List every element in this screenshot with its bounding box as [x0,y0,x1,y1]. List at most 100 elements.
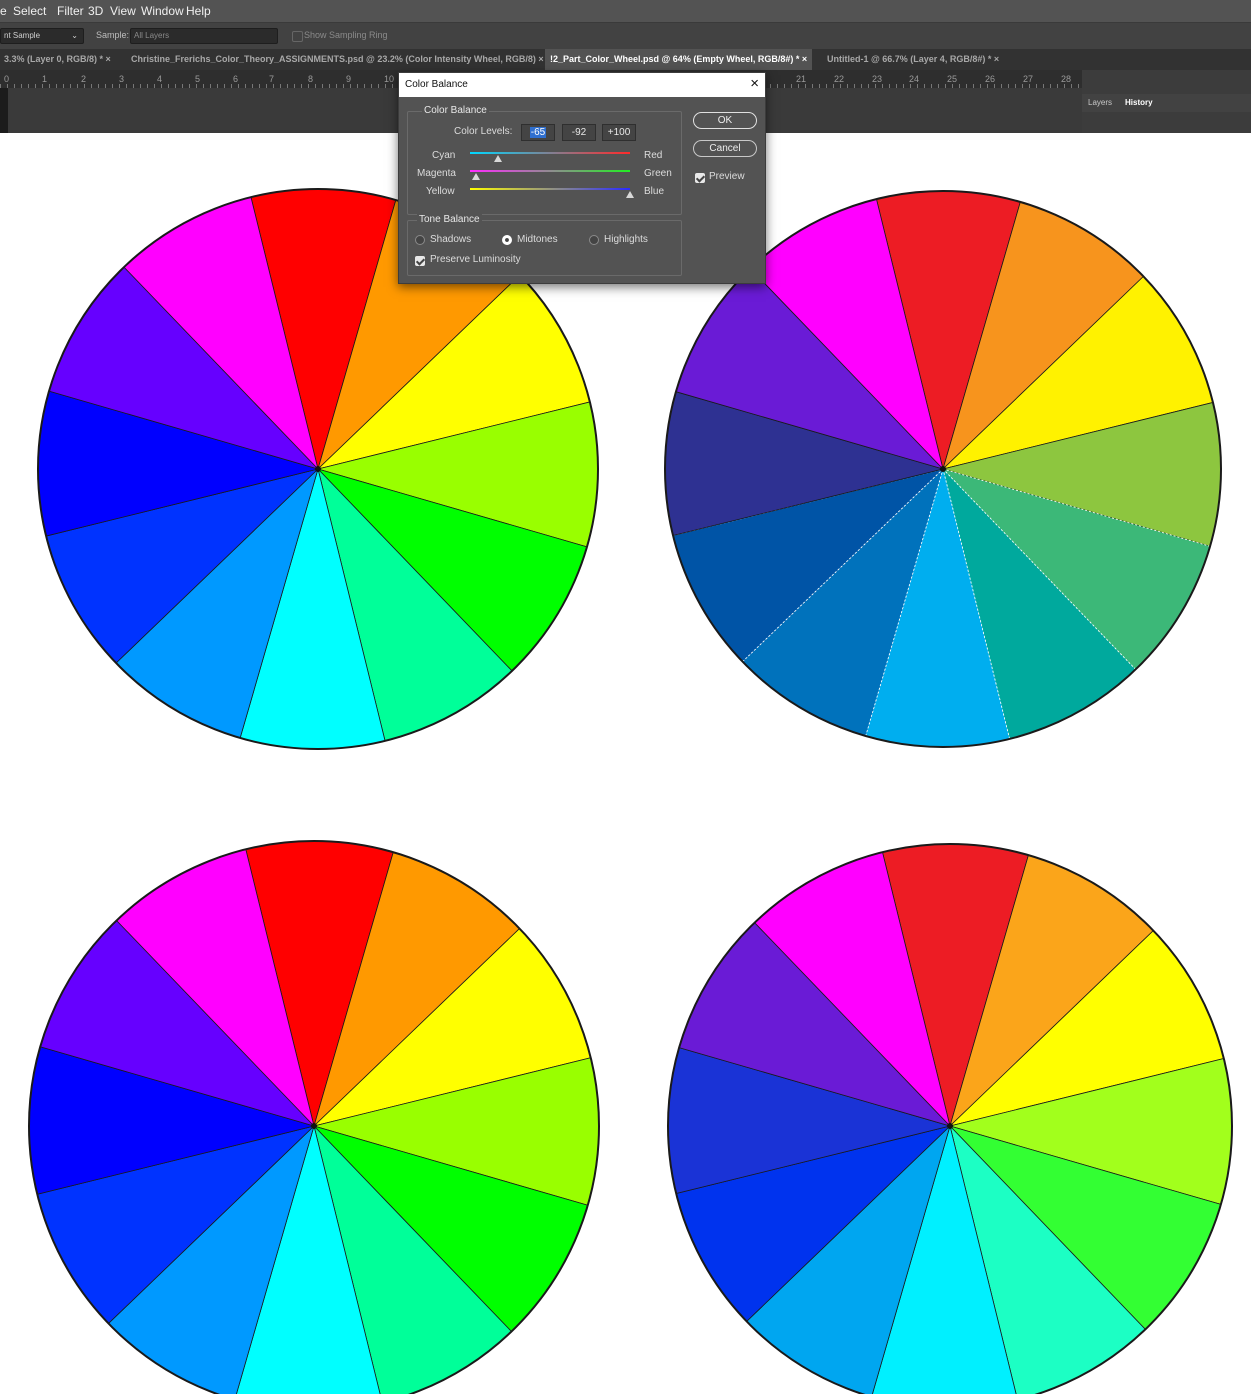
magenta-green-level-input[interactable]: -92 [562,124,596,141]
shadows-label: Shadows [430,234,472,245]
photoshop-window: e Select Filter 3D View Window Help nt S… [0,0,1251,133]
ruler-number: 4 [157,74,163,84]
tools-panel-edge [0,88,8,133]
sampling-ring-label: Show Sampling Ring [304,30,388,40]
ruler-number: 3 [119,74,125,84]
chevron-down-icon: ⌄ [71,31,78,40]
ruler-number: 6 [233,74,239,84]
color-balance-dialog: Color Balance × Color Balance Color Leve… [398,72,766,284]
slider-label-magenta: Magenta [417,168,456,179]
highlights-radio[interactable] [589,235,599,245]
slider-label-green: Green [644,168,672,179]
color-wheel-top-right [664,190,1222,748]
document-tab-bar: 3.3% (Layer 0, RGB/8) * × Christine_Frer… [0,49,1251,70]
ruler-number: 21 [796,74,807,84]
ruler-number: 23 [872,74,883,84]
highlights-label: Highlights [604,234,648,245]
cancel-button[interactable]: Cancel [693,140,757,157]
shadows-radio[interactable] [415,235,425,245]
midtones-label: Midtones [517,234,558,245]
dialog-titlebar[interactable]: Color Balance × [399,73,765,97]
sample-label: Sample: [96,30,130,40]
slider-label-yellow: Yellow [426,186,455,197]
yellow-blue-slider-track[interactable] [470,188,630,190]
wheel-segment [236,1124,381,1394]
ruler-number: 1 [42,74,48,84]
yellow-blue-level-input[interactable]: +100 [602,124,636,141]
wheel-outline [37,188,599,750]
color-wheels-artwork [28,188,1233,1394]
ruler-number: 28 [1061,74,1072,84]
ruler-number: 9 [346,74,352,84]
sample-layers-select[interactable]: All Layers [130,28,278,44]
options-bar: nt Sample ⌄ Sample: All Layers Show Samp… [0,22,1251,49]
cyan-red-slider-track[interactable] [470,152,630,154]
ruler-number: 2 [81,74,87,84]
panel-dock: Layers History [1082,70,1251,133]
color-wheel-bottom-right [667,843,1233,1394]
close-icon[interactable]: × [750,75,759,92]
menu-item-help[interactable]: Help [186,4,211,18]
tab-layers[interactable]: Layers [1088,98,1113,107]
ruler-number: 22 [834,74,845,84]
midtones-radio[interactable] [502,235,512,245]
wheel-outline [664,190,1222,748]
dialog-title: Color Balance [405,79,468,90]
preview-label: Preview [709,171,745,182]
menu-bar: e Select Filter 3D View Window Help [0,0,1251,22]
color-wheel-top-left [37,188,599,750]
wheel-outline [28,840,600,1394]
tone-balance-group: Tone Balance Shadows Midtones Highlights… [407,214,682,276]
menu-item-filter[interactable]: Filter [57,4,84,18]
ruler-number: 27 [1023,74,1034,84]
tab-layer-0[interactable]: 3.3% (Layer 0, RGB/8) * × [4,54,111,64]
tab-color-theory-assignments[interactable]: Christine_Frerichs_Color_Theory_ASSIGNME… [131,54,544,64]
wheel-center-point [940,466,946,472]
wheel-center-point [311,1123,317,1129]
ruler-number: 24 [909,74,920,84]
tab-part-color-wheel[interactable]: !2_Part_Color_Wheel.psd @ 64% (Empty Whe… [545,49,813,70]
ruler-number: 25 [947,74,958,84]
sample-size-value: nt Sample [4,31,41,40]
sampling-ring-checkbox[interactable] [292,31,303,42]
document-canvas[interactable] [0,133,1251,1394]
menu-item-3d[interactable]: 3D [88,4,104,18]
cyan-red-slider-thumb[interactable] [494,155,502,162]
preserve-luminosity-label: Preserve Luminosity [430,254,521,265]
wheel-center-point [315,466,321,472]
wheel-segment [871,1124,1017,1394]
magenta-green-slider-thumb[interactable] [472,173,480,180]
wheel-outline [667,843,1233,1394]
ruler-number: 5 [195,74,201,84]
color-wheel-bottom-left [28,840,600,1394]
color-balance-group: Color Balance Color Levels: -65 -92 +100… [407,105,682,215]
ruler-number: 8 [308,74,314,84]
preserve-luminosity-checkbox[interactable] [415,256,425,266]
menu-item-file[interactable]: e [0,4,7,18]
sample-size-select[interactable]: nt Sample ⌄ [0,28,84,44]
yellow-blue-slider-thumb[interactable] [626,191,634,198]
menu-item-view[interactable]: View [110,4,136,18]
tone-balance-legend: Tone Balance [417,214,482,225]
ruler-number: 10 [384,74,395,84]
cyan-red-level-value: -65 [529,127,547,138]
ruler-number: 7 [269,74,275,84]
color-levels-label: Color Levels: [454,126,513,137]
ok-button[interactable]: OK [693,112,757,129]
menu-item-select[interactable]: Select [13,4,47,18]
magenta-green-slider-track[interactable] [470,170,630,172]
tab-history[interactable]: History [1125,98,1153,107]
ruler-number: 26 [985,74,996,84]
slider-label-red: Red [644,150,663,161]
sample-layers-value: All Layers [134,31,170,40]
slider-label-blue: Blue [644,186,665,197]
panel-tab-bar: Layers History [1082,94,1251,112]
preview-checkbox[interactable] [695,173,705,183]
tab-untitled-1[interactable]: Untitled-1 @ 66.7% (Layer 4, RGB/8#) * × [827,54,1000,64]
cyan-red-level-input[interactable]: -65 [521,124,555,141]
wheel-center-point [947,1123,953,1129]
slider-label-cyan: Cyan [432,150,456,161]
menu-item-window[interactable]: Window [141,4,184,18]
color-balance-legend: Color Balance [422,105,489,116]
ruler-number: 0 [4,74,10,84]
